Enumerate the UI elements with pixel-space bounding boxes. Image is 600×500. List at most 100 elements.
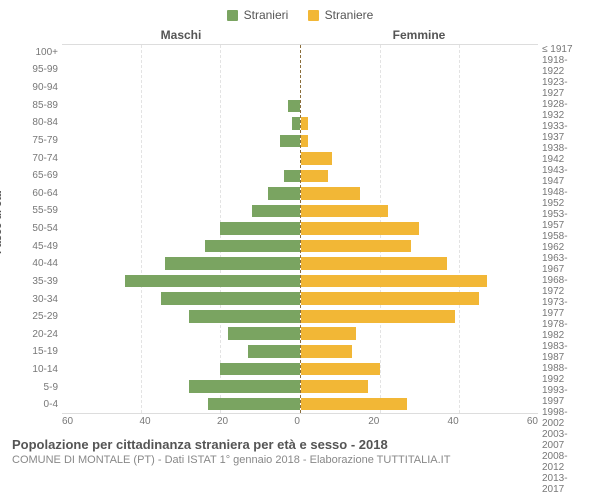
bar-row-female: [301, 378, 539, 396]
x-tick: 20: [368, 416, 379, 427]
bar-row-male: [62, 80, 300, 98]
bar-female: [301, 345, 352, 358]
bar-row-male: [62, 62, 300, 80]
bar-female: [301, 327, 356, 340]
birth-label: 1963-1967: [542, 253, 588, 275]
bar-row-female: [301, 62, 539, 80]
birth-label: 1968-1972: [542, 275, 588, 297]
bar-male: [284, 170, 300, 183]
age-label: 5-9: [12, 378, 58, 396]
bar-row-female: [301, 97, 539, 115]
bar-row-female: [301, 167, 539, 185]
bar-male: [208, 398, 299, 411]
birth-label: 1928-1932: [542, 99, 588, 121]
age-label: 15-19: [12, 343, 58, 361]
header-male: Maschi: [62, 28, 300, 42]
age-label: 80-84: [12, 114, 58, 132]
bar-row-female: [301, 343, 539, 361]
legend-swatch-male: [227, 10, 238, 21]
bar-row-female: [301, 150, 539, 168]
birth-label: 1918-1922: [542, 55, 588, 77]
birth-label: 1993-1997: [542, 385, 588, 407]
bar-row-female: [301, 132, 539, 150]
bar-female: [301, 398, 408, 411]
bars-area: [62, 44, 538, 414]
age-label: 20-24: [12, 326, 58, 344]
bar-male: [205, 240, 300, 253]
bar-male: [125, 275, 299, 288]
age-label: 30-34: [12, 290, 58, 308]
bar-row-male: [62, 132, 300, 150]
birth-label: 2008-2012: [542, 451, 588, 473]
bar-row-female: [301, 360, 539, 378]
bar-row-male: [62, 115, 300, 133]
chart-subtitle: COMUNE DI MONTALE (PT) - Dati ISTAT 1° g…: [12, 454, 588, 466]
legend-female: Straniere: [308, 8, 374, 22]
bar-male: [165, 257, 300, 270]
bar-row-male: [62, 395, 300, 413]
birth-label: 2013-2017: [542, 473, 588, 495]
age-label: 100+: [12, 44, 58, 62]
y-axis-title-left: Fasce di età: [0, 191, 4, 254]
bar-female: [301, 170, 329, 183]
male-column: [62, 45, 301, 413]
header-female: Femmine: [300, 28, 538, 42]
bar-male: [280, 135, 300, 148]
bar-female: [301, 292, 479, 305]
age-label: 50-54: [12, 220, 58, 238]
birth-label: 1958-1962: [542, 231, 588, 253]
age-label: 40-44: [12, 255, 58, 273]
x-tick: 60: [62, 416, 73, 427]
bar-row-male: [62, 45, 300, 63]
age-label: 45-49: [12, 237, 58, 255]
bar-row-female: [301, 307, 539, 325]
chart-title: Popolazione per cittadinanza straniera p…: [12, 437, 588, 452]
bar-row-male: [62, 255, 300, 273]
bar-row-female: [301, 202, 539, 220]
legend-swatch-female: [308, 10, 319, 21]
birth-label: 1973-1977: [542, 297, 588, 319]
bar-row-female: [301, 185, 539, 203]
x-tick: 40: [139, 416, 150, 427]
bar-female: [301, 117, 309, 130]
age-label: 85-89: [12, 96, 58, 114]
bar-row-female: [301, 395, 539, 413]
bar-row-male: [62, 202, 300, 220]
bar-female: [301, 222, 420, 235]
birth-label: 1978-1982: [542, 319, 588, 341]
bar-female: [301, 257, 447, 270]
bar-row-male: [62, 378, 300, 396]
column-headers: Maschi Femmine: [12, 28, 588, 42]
bar-female: [301, 205, 388, 218]
bar-male: [220, 222, 299, 235]
bar-row-female: [301, 290, 539, 308]
bar-row-male: [62, 272, 300, 290]
x-axis: 6040200 204060: [12, 416, 588, 427]
legend-male: Stranieri: [227, 8, 289, 22]
bar-male: [189, 380, 300, 393]
legend-label-male: Stranieri: [244, 8, 289, 22]
bar-male: [248, 345, 299, 358]
bar-row-female: [301, 45, 539, 63]
bar-male: [189, 310, 300, 323]
bar-row-female: [301, 115, 539, 133]
birth-label: 1943-1947: [542, 165, 588, 187]
bar-row-female: [301, 237, 539, 255]
bar-row-female: [301, 80, 539, 98]
bar-female: [301, 135, 309, 148]
bar-male: [252, 205, 300, 218]
bar-row-male: [62, 325, 300, 343]
age-label: 60-64: [12, 185, 58, 203]
x-ticks-female: 204060: [300, 416, 538, 427]
age-label: 10-14: [12, 361, 58, 379]
age-label: 55-59: [12, 202, 58, 220]
bar-male: [228, 327, 299, 340]
bar-row-male: [62, 360, 300, 378]
legend-label-female: Straniere: [325, 8, 374, 22]
x-tick: 60: [527, 416, 538, 427]
pyramid-chart: Stranieri Straniere Maschi Femmine Fasce…: [0, 0, 600, 500]
birth-label: 1923-1927: [542, 77, 588, 99]
age-label: 0-4: [12, 396, 58, 414]
bar-row-male: [62, 185, 300, 203]
birth-label: 1988-1992: [542, 363, 588, 385]
